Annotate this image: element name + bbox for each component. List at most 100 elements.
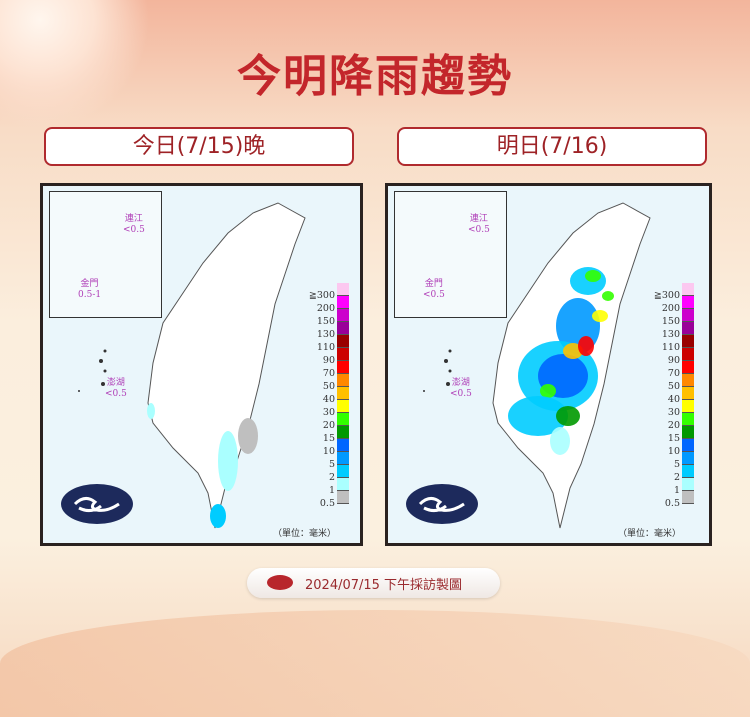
taiwan-map xyxy=(78,202,306,529)
rain-area xyxy=(218,431,238,491)
rain-legend xyxy=(682,283,694,504)
legend-swatch xyxy=(682,491,694,504)
legend-label: 90 xyxy=(667,355,680,366)
legend-label: 30 xyxy=(322,407,335,418)
legend-swatch xyxy=(682,413,694,426)
footer-text: 2024/07/15 下午採訪製圖 xyxy=(305,578,463,593)
legend-swatch xyxy=(682,348,694,361)
legend-label: 30 xyxy=(667,407,680,418)
legend-swatch xyxy=(337,309,349,322)
legend-label: 110 xyxy=(661,342,680,353)
tab-today: 今日(7/15)晚 xyxy=(44,127,354,166)
rain-area xyxy=(238,418,258,454)
legend-swatch xyxy=(337,400,349,413)
cwa-logo-icon xyxy=(267,575,293,590)
legend-swatch xyxy=(337,335,349,348)
map-today: 連江 <0.5 金門 0.5-1 澎湖 <0.5 ≧300 200 150 130 110 90… xyxy=(40,183,363,546)
legend-label: 1 xyxy=(673,485,680,496)
legend-label: 10 xyxy=(322,446,335,457)
rain-area xyxy=(508,396,568,436)
legend-label: 20 xyxy=(667,420,680,431)
legend-label: ≧300 xyxy=(653,290,680,301)
legend-swatch xyxy=(682,400,694,413)
rain-area xyxy=(585,270,601,282)
penghu-label: 澎湖 <0.5 xyxy=(450,378,472,399)
legend-swatch xyxy=(337,426,349,439)
legend-swatch xyxy=(337,413,349,426)
legend-swatch xyxy=(682,322,694,335)
legend-label: 2 xyxy=(328,472,335,483)
legend-swatch xyxy=(682,465,694,478)
legend-label: 130 xyxy=(661,329,680,340)
legend-swatch xyxy=(337,452,349,465)
matsu-label: 連江 <0.5 xyxy=(468,214,490,235)
rain-area xyxy=(570,267,606,295)
legend-label: 110 xyxy=(316,342,335,353)
legend-swatch xyxy=(682,309,694,322)
taiwan-map xyxy=(423,202,651,529)
legend-swatch xyxy=(682,452,694,465)
legend-label: 2 xyxy=(673,472,680,483)
legend-label: 0.5 xyxy=(319,498,335,509)
legend-swatch xyxy=(337,387,349,400)
legend-label: 70 xyxy=(322,368,335,379)
legend-label: 5 xyxy=(673,459,680,470)
legend-swatch xyxy=(337,348,349,361)
legend-swatch xyxy=(682,335,694,348)
legend-swatch xyxy=(682,374,694,387)
legend-label: 5 xyxy=(328,459,335,470)
map-tomorrow: 連江 <0.5 金門 <0.5 澎湖 <0.5 ≧300 200 150 130 110 90 7… xyxy=(385,183,712,546)
legend-swatch xyxy=(337,374,349,387)
legend-swatch xyxy=(682,283,694,296)
sun-decoration xyxy=(0,0,150,130)
legend-swatch xyxy=(682,478,694,491)
legend-swatch xyxy=(682,387,694,400)
legend-label: 150 xyxy=(661,316,680,327)
legend-label: 0.5 xyxy=(664,498,680,509)
legend-swatch xyxy=(337,296,349,309)
legend-swatch xyxy=(682,439,694,452)
legend-label: 1 xyxy=(328,485,335,496)
rain-area xyxy=(563,343,583,359)
legend-labels: ≧300 200 150 130 110 90 70 50 40 30 20 15 10 5 2 1 0.5 xyxy=(305,289,335,510)
legend-label: 10 xyxy=(667,446,680,457)
rain-area xyxy=(578,336,594,356)
legend-swatch xyxy=(682,426,694,439)
rain-area xyxy=(592,310,608,322)
rain-area xyxy=(540,384,556,398)
tab-tomorrow: 明日(7/16) xyxy=(397,127,707,166)
penghu-label: 澎湖 <0.5 xyxy=(105,378,127,399)
kinmen-label: 金門 <0.5 xyxy=(423,279,445,300)
legend-swatch xyxy=(337,361,349,374)
rain-legend xyxy=(337,283,349,504)
rain-area xyxy=(147,403,155,419)
legend-swatch xyxy=(337,439,349,452)
cwa-logo xyxy=(406,484,478,524)
legend-swatch xyxy=(337,283,349,296)
footer-badge: 2024/07/15 下午採訪製圖 xyxy=(247,568,500,598)
legend-swatch xyxy=(682,296,694,309)
wave-decoration xyxy=(0,610,750,717)
legend-swatch xyxy=(337,478,349,491)
legend-label: 20 xyxy=(322,420,335,431)
legend-label: 50 xyxy=(322,381,335,392)
legend-swatch xyxy=(337,322,349,335)
rain-area xyxy=(210,504,226,528)
legend-label: 70 xyxy=(667,368,680,379)
legend-label: 50 xyxy=(667,381,680,392)
legend-swatch xyxy=(337,465,349,478)
legend-label: 90 xyxy=(322,355,335,366)
legend-swatch xyxy=(337,491,349,504)
outlying-islands-inset xyxy=(394,191,507,318)
outlying-islands-inset xyxy=(49,191,162,318)
legend-label: 130 xyxy=(316,329,335,340)
rain-area xyxy=(602,291,614,301)
rain-area xyxy=(550,427,570,455)
legend-label: 40 xyxy=(667,394,680,405)
rain-area xyxy=(556,406,580,426)
unit-label: （單位：毫米） xyxy=(618,529,682,539)
legend-label: 15 xyxy=(322,433,335,444)
legend-label: 15 xyxy=(667,433,680,444)
legend-swatch xyxy=(682,361,694,374)
legend-labels: ≧300 200 150 130 110 90 70 50 40 30 20 15 10 5 2 1 0.5 xyxy=(650,289,680,510)
